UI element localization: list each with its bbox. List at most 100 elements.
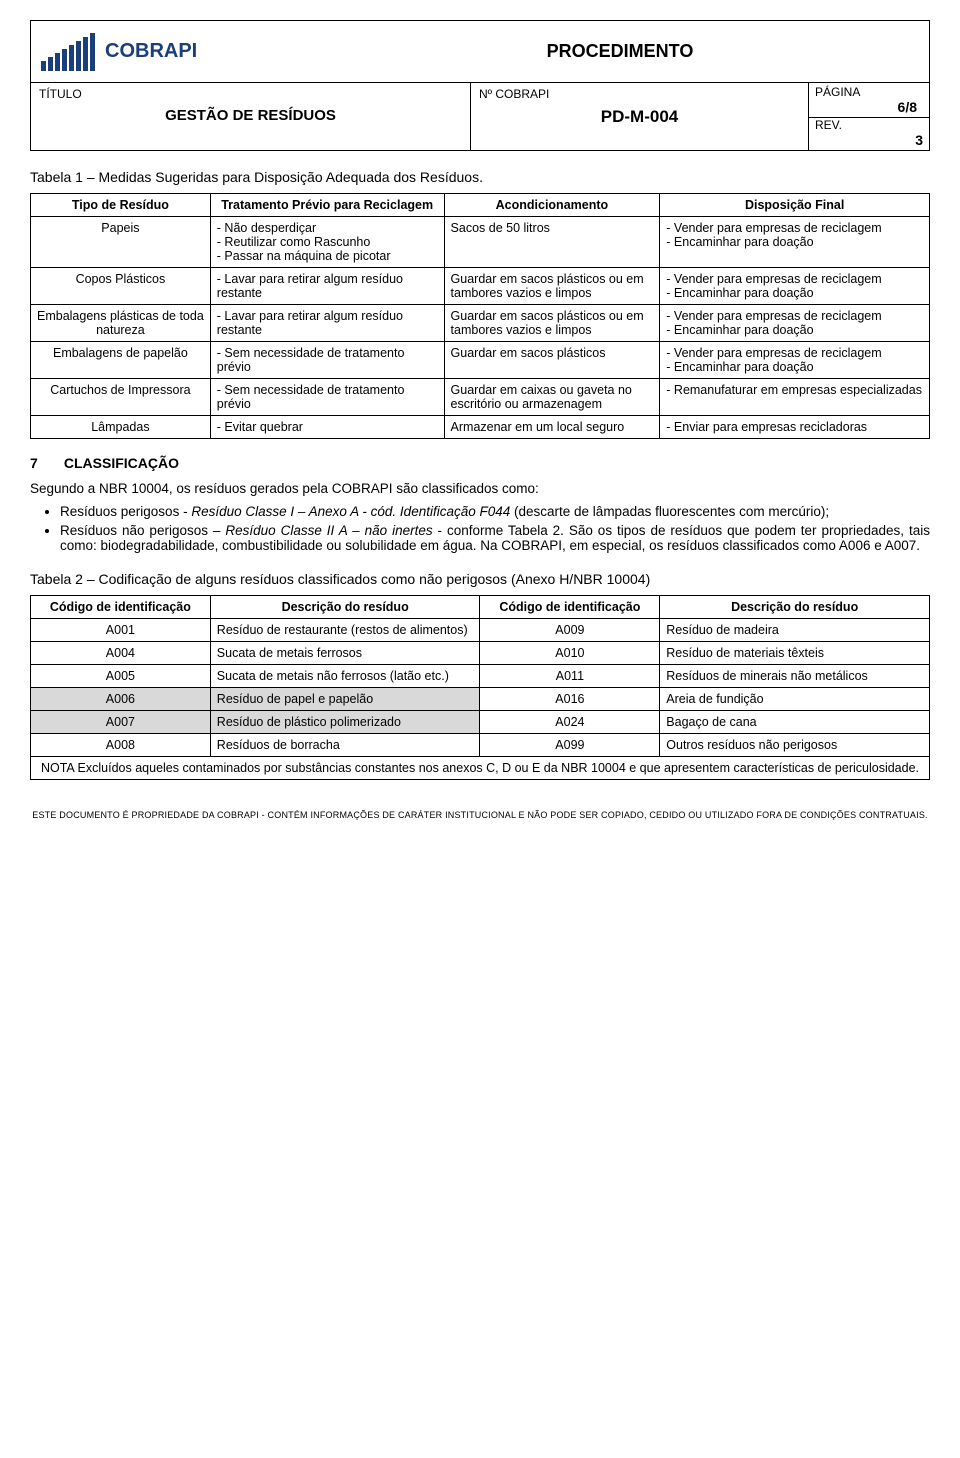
table-cell: Embalagens plásticas de toda natureza (31, 305, 211, 342)
header-bottom-row: TÍTULO GESTÃO DE RESÍDUOS Nº COBRAPI PD-… (31, 83, 929, 150)
table-cell: A099 (480, 734, 660, 757)
bullet-1: Resíduos perigosos - Resíduo Classe I – … (60, 504, 930, 519)
table-cell: Resíduo de restaurante (restos de alimen… (210, 619, 480, 642)
table-cell: Guardar em sacos plásticos ou em tambore… (444, 305, 660, 342)
table-cell: Sacos de 50 litros (444, 217, 660, 268)
table-cell: A009 (480, 619, 660, 642)
titulo-cell: TÍTULO GESTÃO DE RESÍDUOS (31, 83, 471, 150)
table-cell: A010 (480, 642, 660, 665)
t2-h3: Descrição do resíduo (660, 596, 930, 619)
table-row: Cartuchos de Impressora- Sem necessidade… (31, 379, 930, 416)
table-cell: - Remanufaturar em empresas especializad… (660, 379, 930, 416)
document-code: PD-M-004 (479, 101, 800, 133)
b2-a: Resíduos não perigosos – (60, 523, 225, 538)
table-cell: A005 (31, 665, 211, 688)
table-row: Papeis- Não desperdiçar - Reutilizar com… (31, 217, 930, 268)
t1-h0: Tipo de Resíduo (31, 194, 211, 217)
table-cell: A016 (480, 688, 660, 711)
pagina-block: PÁGINA 6/8 (809, 83, 929, 118)
table-row: A006Resíduo de papel e papelãoA016Areia … (31, 688, 930, 711)
titulo-label: TÍTULO (39, 87, 462, 101)
table-cell: A001 (31, 619, 211, 642)
table-cell: Areia de fundição (660, 688, 930, 711)
t2-h1: Descrição do resíduo (210, 596, 480, 619)
table-cell: Papeis (31, 217, 211, 268)
table-cell: - Vender para empresas de reciclagem - E… (660, 305, 930, 342)
table-cell: Resíduos de borracha (210, 734, 480, 757)
table-cell: - Lavar para retirar algum resíduo resta… (210, 305, 444, 342)
b2-em: Resíduo Classe II A – não inertes (225, 523, 432, 538)
rev-value: 3 (809, 132, 929, 150)
table-cell: Sucata de metais ferrosos (210, 642, 480, 665)
table-cell: - Vender para empresas de reciclagem - E… (660, 217, 930, 268)
t1-h1: Tratamento Prévio para Reciclagem (210, 194, 444, 217)
table-cell: Resíduo de plástico polimerizado (210, 711, 480, 734)
table-cell: A004 (31, 642, 211, 665)
table-cell: Resíduo de materiais têxteis (660, 642, 930, 665)
section7-title: CLASSIFICAÇÃO (64, 455, 179, 471)
section7-heading: 7 CLASSIFICAÇÃO (30, 455, 930, 471)
table-cell: Resíduo de madeira (660, 619, 930, 642)
table1-caption: Tabela 1 – Medidas Sugeridas para Dispos… (30, 169, 930, 185)
t1-h2: Acondicionamento (444, 194, 660, 217)
procedimento-label: PROCEDIMENTO (311, 21, 929, 82)
document-title: GESTÃO DE RESÍDUOS (39, 101, 462, 130)
table-row: Lâmpadas- Evitar quebrarArmazenar em um … (31, 416, 930, 439)
table2: Código de identificação Descrição do res… (30, 595, 930, 780)
table-row: A001Resíduo de restaurante (restos de al… (31, 619, 930, 642)
table-cell: Guardar em sacos plásticos (444, 342, 660, 379)
pagina-value: 6/8 (815, 99, 923, 115)
t2-h2: Código de identificação (480, 596, 660, 619)
document-header: COBRAPI PROCEDIMENTO TÍTULO GESTÃO DE RE… (30, 20, 930, 151)
table-cell: - Não desperdiçar - Reutilizar como Rasc… (210, 217, 444, 268)
cobrapi-logo-icon (41, 33, 95, 71)
t1-h3: Disposição Final (660, 194, 930, 217)
table1: Tipo de Resíduo Tratamento Prévio para R… (30, 193, 930, 439)
table-cell: A011 (480, 665, 660, 688)
table-cell: Cartuchos de Impressora (31, 379, 211, 416)
b1-em: Resíduo Classe I – Anexo A - cód. Identi… (191, 504, 510, 519)
pagina-label: PÁGINA (815, 85, 923, 99)
footer-disclaimer: ESTE DOCUMENTO É PROPRIEDADE DA COBRAPI … (30, 810, 930, 820)
table-row: A005Sucata de metais não ferrosos (latão… (31, 665, 930, 688)
table-cell: - Enviar para empresas recicladoras (660, 416, 930, 439)
table-cell: - Evitar quebrar (210, 416, 444, 439)
code-cell: Nº COBRAPI PD-M-004 (471, 83, 809, 150)
table-cell: Sucata de metais não ferrosos (latão etc… (210, 665, 480, 688)
section7-intro: Segundo a NBR 10004, os resíduos gerados… (30, 481, 930, 496)
table-row: A008Resíduos de borrachaA099Outros resíd… (31, 734, 930, 757)
table2-header-row: Código de identificação Descrição do res… (31, 596, 930, 619)
table-cell: Copos Plásticos (31, 268, 211, 305)
t2-h0: Código de identificação (31, 596, 211, 619)
table-row: Embalagens plásticas de toda natureza- L… (31, 305, 930, 342)
table-cell: A024 (480, 711, 660, 734)
table1-header-row: Tipo de Resíduo Tratamento Prévio para R… (31, 194, 930, 217)
table-cell: A008 (31, 734, 211, 757)
table-cell: Resíduo de papel e papelão (210, 688, 480, 711)
table-cell: Embalagens de papelão (31, 342, 211, 379)
table2-nota: NOTA Excluídos aqueles contaminados por … (31, 757, 930, 780)
table-row: A004Sucata de metais ferrososA010Resíduo… (31, 642, 930, 665)
logo-cell: COBRAPI (31, 21, 311, 82)
table-cell: A006 (31, 688, 211, 711)
table-cell: Bagaço de cana (660, 711, 930, 734)
table-cell: Guardar em sacos plásticos ou em tambore… (444, 268, 660, 305)
logo-text: COBRAPI (105, 40, 197, 63)
table-cell: - Lavar para retirar algum resíduo resta… (210, 268, 444, 305)
table-cell: - Vender para empresas de reciclagem - E… (660, 342, 930, 379)
rev-block: REV. 3 (809, 118, 929, 150)
table-row: Embalagens de papelão- Sem necessidade d… (31, 342, 930, 379)
table-row: Copos Plásticos- Lavar para retirar algu… (31, 268, 930, 305)
table-cell: Armazenar em um local seguro (444, 416, 660, 439)
table-cell: Resíduos de minerais não metálicos (660, 665, 930, 688)
table-cell: - Vender para empresas de reciclagem - E… (660, 268, 930, 305)
ncobrapi-label: Nº COBRAPI (479, 87, 800, 101)
table-cell: - Sem necessidade de tratamento prévio (210, 379, 444, 416)
table-row: A007Resíduo de plástico polimerizadoA024… (31, 711, 930, 734)
table2-caption: Tabela 2 – Codificação de alguns resíduo… (30, 571, 930, 587)
section7-bullets: Resíduos perigosos - Resíduo Classe I – … (60, 504, 930, 553)
table-cell: Lâmpadas (31, 416, 211, 439)
table-cell: - Sem necessidade de tratamento prévio (210, 342, 444, 379)
table-cell: Guardar em caixas ou gaveta no escritóri… (444, 379, 660, 416)
table-cell: A007 (31, 711, 211, 734)
